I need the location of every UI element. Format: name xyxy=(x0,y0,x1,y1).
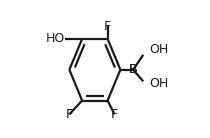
Text: B: B xyxy=(129,63,137,76)
Text: HO: HO xyxy=(46,32,65,45)
Text: F: F xyxy=(111,108,118,121)
Text: B: B xyxy=(129,63,137,76)
Text: F: F xyxy=(104,20,111,33)
Text: OH: OH xyxy=(150,77,169,90)
Text: F: F xyxy=(66,108,73,121)
Text: OH: OH xyxy=(150,43,169,56)
